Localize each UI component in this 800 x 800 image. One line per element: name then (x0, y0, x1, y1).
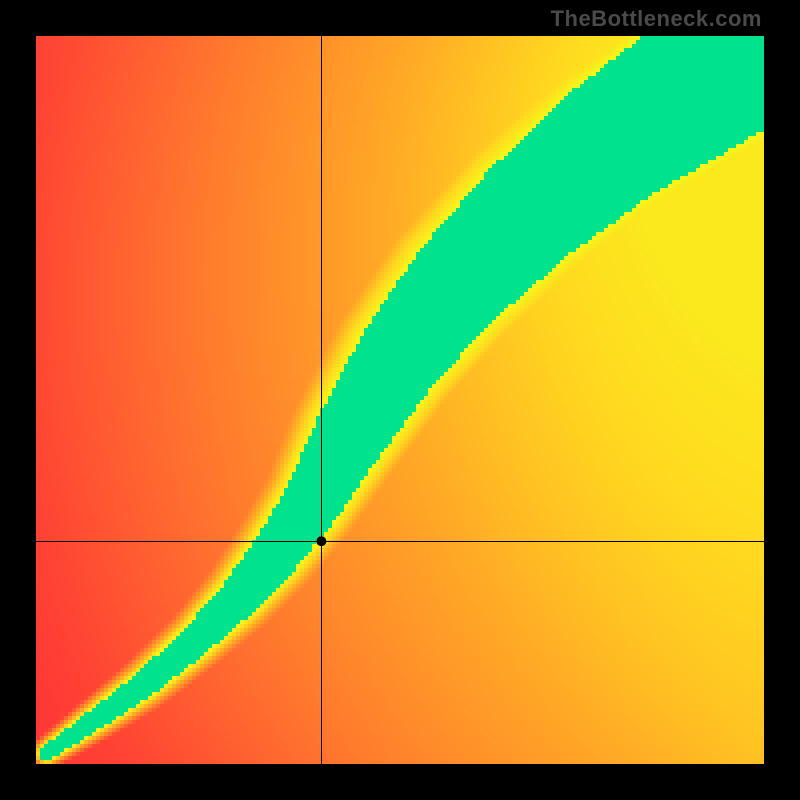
chart-frame: TheBottleneck.com (0, 0, 800, 800)
crosshair-marker (36, 36, 764, 764)
watermark-text: TheBottleneck.com (551, 6, 762, 32)
plot-area (36, 36, 764, 764)
